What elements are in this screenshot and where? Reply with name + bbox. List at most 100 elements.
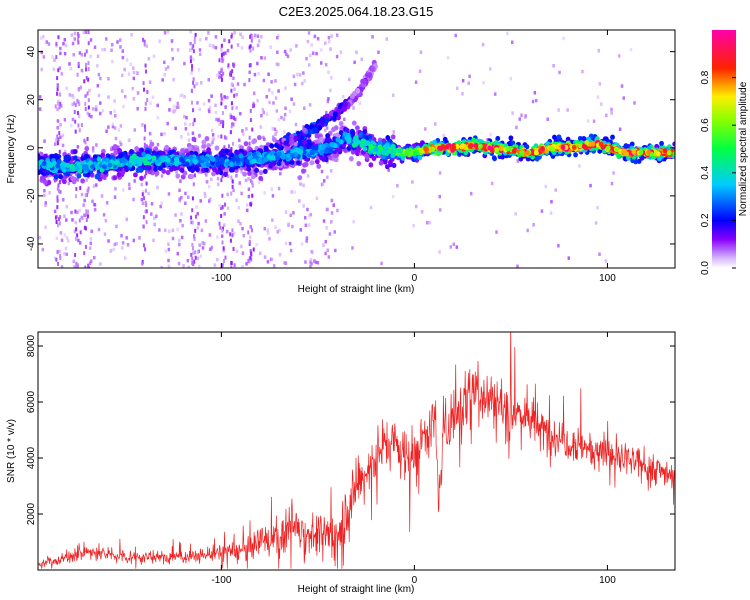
spectrogram-cell	[554, 188, 557, 192]
spectrogram-cell	[200, 242, 204, 246]
spectrogram-cell	[241, 251, 245, 255]
spectrogram-cell	[424, 127, 427, 131]
spectrogram-cell	[432, 139, 437, 145]
spectrogram-cell	[104, 37, 108, 41]
spectrogram-cell	[73, 37, 77, 41]
spectrogram-cell	[166, 121, 169, 126]
spectrogram-cell	[58, 249, 61, 254]
spectrogram-cell	[80, 155, 86, 161]
spectrogram-cell	[78, 128, 81, 133]
spectrogram-cell	[248, 242, 251, 247]
spectrogram-cell	[163, 30, 167, 35]
spectrogram-cell	[272, 137, 277, 143]
spectrogram-cell	[209, 247, 212, 251]
spectrogram-cell	[87, 98, 90, 103]
spectrogram-cell	[134, 146, 140, 152]
spectrogram-cell	[171, 228, 175, 233]
spectrogram-cell	[229, 115, 232, 120]
spectrogram-cell	[250, 228, 253, 233]
spectrogram-cell	[442, 136, 448, 142]
spectrogram-cell	[82, 203, 85, 207]
spectrogram-cell	[58, 66, 61, 70]
spectrogram-cell	[344, 127, 350, 133]
spectrogram-cell	[145, 181, 148, 186]
spectrogram-cell	[74, 102, 77, 107]
spectrogram-cell	[469, 191, 473, 196]
spectrogram-cell	[248, 63, 251, 68]
spectrogram-cell	[47, 42, 51, 46]
spectrogram-cell	[370, 66, 376, 73]
spectrogram-cell	[192, 57, 195, 62]
spectrogram-cell	[275, 109, 279, 113]
spectrogram-cell	[145, 220, 148, 225]
spectrogram-cell	[537, 154, 542, 160]
spectrogram-cell	[123, 94, 127, 99]
spectrogram-cell	[143, 174, 146, 179]
spectrogram-cell	[274, 79, 277, 83]
spectrogram-cell	[260, 34, 263, 39]
spectrogram-cell	[100, 194, 104, 198]
spectrogram-cell	[121, 49, 125, 53]
spectrogram-cell	[276, 50, 279, 55]
spectrogram-cell	[319, 61, 323, 65]
spectrogram-cell	[256, 34, 260, 38]
spectrogram-cell	[82, 30, 85, 35]
spectrogram-cell	[610, 111, 613, 115]
spectrogram-cell	[95, 143, 98, 147]
spectrogram-cell	[75, 194, 78, 199]
spectrogram-cell	[116, 172, 122, 178]
spectrogram-cell	[83, 79, 86, 84]
spectrogram-cell	[242, 132, 245, 136]
spectrogram-cell	[77, 110, 80, 115]
spectrogram-cell	[490, 181, 494, 186]
spectrogram-cell	[168, 229, 171, 233]
spectrogram-cell	[369, 205, 373, 210]
spectrogram-cell	[586, 119, 590, 123]
spectrogram-cell	[214, 145, 220, 151]
spectrogram-cell	[112, 144, 118, 150]
spectrogram-cell	[199, 254, 203, 259]
spectrogram-cell	[272, 101, 275, 105]
spectrogram-cell	[299, 182, 302, 186]
spectrogram-cell	[319, 118, 325, 125]
spectrogram-cell	[315, 196, 319, 201]
spectrogram-cell	[145, 209, 148, 214]
spectrogram-cell	[63, 149, 67, 154]
spectrogram-cell	[84, 244, 87, 249]
spectrogram-cell	[339, 50, 343, 54]
spectrogram-cell	[55, 138, 58, 142]
spectrogram-cell	[265, 94, 268, 99]
spectrogram-cell	[191, 136, 197, 142]
spectrogram-cell	[471, 137, 476, 143]
spectrogram-cell	[87, 105, 90, 110]
spectrogram-cell	[62, 42, 65, 46]
spectrogram-cell	[84, 140, 87, 145]
spectrogram-cell	[191, 131, 195, 135]
spectrogram-cell	[201, 139, 207, 145]
spectrogram-cell	[514, 212, 517, 216]
spectrogram-cell	[195, 166, 200, 173]
spectrogram-cell	[73, 109, 76, 114]
spectrogram-cell	[205, 180, 209, 184]
spectrogram-cell	[248, 135, 251, 140]
spectrogram-cell	[87, 186, 90, 191]
spectrogram-cell	[274, 225, 277, 229]
spectrogram-cell	[192, 77, 195, 82]
spectrogram-cell	[302, 127, 307, 133]
spectrogram-cell	[438, 171, 442, 175]
spectrogram-cell	[248, 45, 251, 50]
spectrogram-cell	[250, 251, 253, 256]
spectrogram-cell	[610, 181, 614, 186]
spectrogram-cell	[189, 59, 192, 64]
spectrogram-cell	[151, 95, 155, 100]
spectrogram-cell	[230, 82, 233, 86]
spectrogram-cell	[149, 139, 153, 144]
spectrogram-cell	[516, 159, 520, 163]
spectrogram-cell	[183, 114, 186, 119]
spectrogram-cell	[57, 183, 60, 188]
spectrogram-cell	[335, 33, 339, 37]
spectrogram-cell	[292, 211, 295, 215]
spectrogram-cell	[72, 259, 76, 264]
spectrogram-cell	[59, 101, 62, 106]
